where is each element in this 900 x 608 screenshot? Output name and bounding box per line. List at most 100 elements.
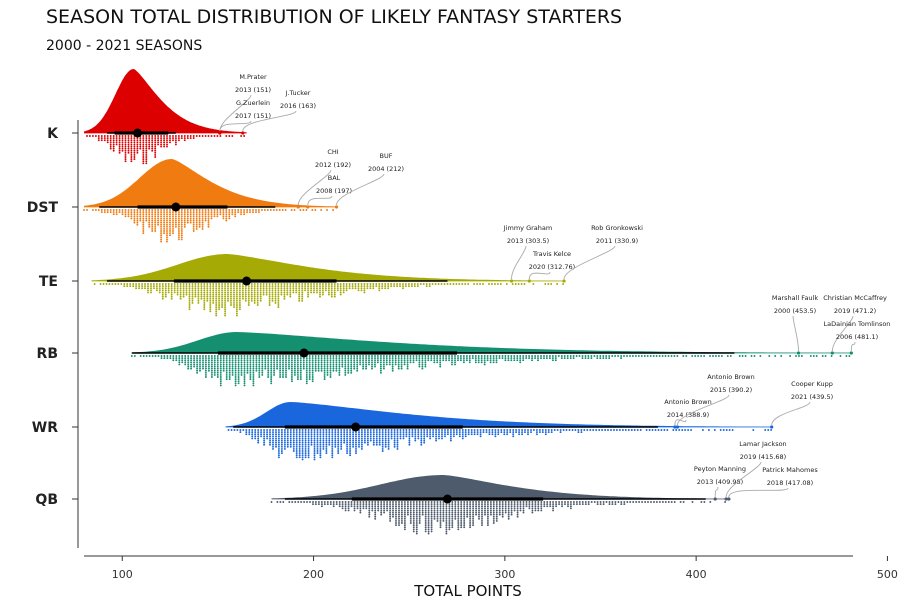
data-point [145,213,148,216]
data-point [255,369,258,372]
data-point [510,501,513,503]
data-point [264,359,267,362]
data-point [398,505,400,508]
data-point [166,139,168,142]
data-point [234,363,237,366]
data-point [136,213,139,216]
data-point [166,230,168,232]
data-point [463,513,466,516]
data-point [139,147,142,150]
data-point [420,435,423,438]
data-point [415,505,418,508]
data-point [365,359,368,362]
data-point [426,433,429,436]
data-point [301,293,304,296]
annotated-point [241,131,245,135]
data-point [172,230,174,232]
data-point [691,501,694,503]
data-point [340,429,343,431]
data-point [292,445,295,448]
data-point [227,287,229,290]
data-point [191,289,194,292]
data-point [161,289,164,292]
data-point [231,371,234,374]
data-point [565,429,568,431]
data-point [319,431,322,434]
data-point [188,287,191,290]
data-point [285,371,287,374]
data-point [448,517,451,520]
data-point [316,450,319,452]
data-point [371,503,374,506]
data-point [725,429,728,431]
data-point [188,289,191,292]
data-point [157,355,160,357]
data-point [564,503,566,506]
data-point [169,232,171,235]
data-point [121,209,124,211]
data-point [263,435,266,438]
data-point [203,304,206,306]
data-point [387,445,390,448]
data-point [509,429,512,431]
data-point [177,213,180,216]
data-point [457,507,460,510]
data-point [340,439,343,442]
data-point [403,511,406,514]
data-point [439,517,442,520]
data-point [328,431,331,434]
data-point [346,443,349,446]
data-point [201,221,204,224]
data-point [424,357,427,360]
data-point [562,429,565,431]
data-point [182,287,185,290]
data-point [235,314,238,317]
data-point [177,236,180,239]
data-point [152,287,155,290]
data-point [494,431,497,434]
data-point [389,515,392,518]
data-point [307,437,310,440]
data-point [243,209,246,211]
data-point [249,211,251,214]
data-point [356,503,359,506]
data-point [512,429,515,431]
data-point [386,503,389,506]
data-point [265,289,268,292]
data-point [402,437,405,440]
data-point [249,363,252,366]
data-point [234,380,237,383]
data-point [396,283,399,285]
data-point [252,211,254,214]
data-point [422,283,425,285]
data-point [451,522,454,524]
data-point [537,509,540,512]
data-point [127,145,130,148]
data-point [317,501,320,503]
data-point [369,283,372,285]
data-point [436,359,439,362]
data-point [207,215,210,218]
data-point [398,522,400,524]
data-point [316,291,318,294]
data-point [400,505,403,508]
data-point [363,439,366,442]
data-point [237,357,240,360]
data-point [461,437,464,440]
data-point [513,505,516,508]
data-point [284,209,287,211]
data-point [142,225,145,228]
data-point [147,285,149,288]
data-point [277,429,280,431]
data-point [151,141,154,144]
data-point [201,223,204,226]
density-cloud-dst [84,159,337,207]
data-point [372,285,375,288]
data-point [418,507,421,510]
data-point [106,211,109,214]
data-point [427,359,430,362]
data-point [219,382,222,385]
data-point [478,513,480,516]
data-point [307,447,310,450]
